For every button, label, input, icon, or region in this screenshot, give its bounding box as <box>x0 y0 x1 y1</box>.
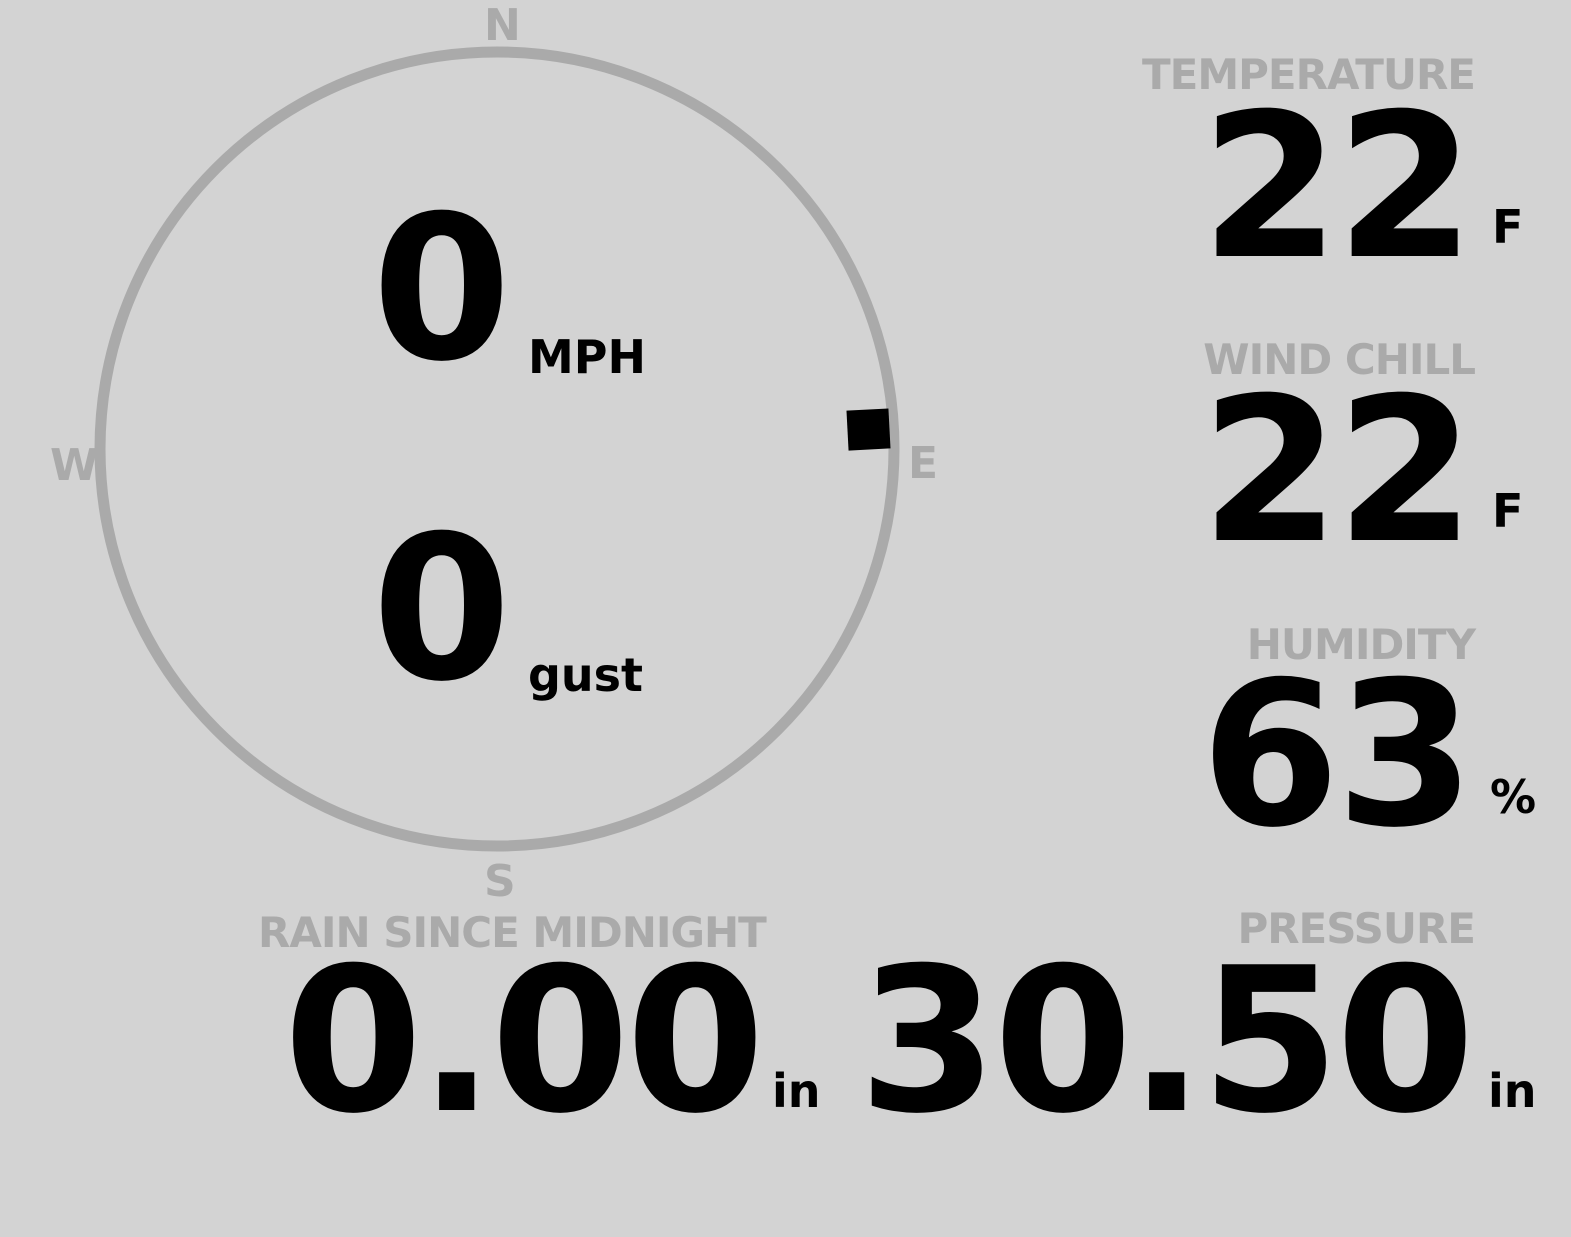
wind-chill-value: 22 <box>1200 355 1475 588</box>
wind-speed-value: 0 <box>372 173 511 406</box>
rain-unit: in <box>772 1064 821 1118</box>
humidity-label: HUMIDITY <box>1246 620 1476 669</box>
humidity-unit: % <box>1490 770 1537 824</box>
pressure-value: 30.50 <box>858 925 1475 1158</box>
compass-ring <box>94 46 900 852</box>
compass-east-label: E <box>908 438 939 489</box>
rain-label: RAIN SINCE MIDNIGHT <box>258 908 767 957</box>
compass-dial <box>94 46 900 852</box>
humidity-value: 63 <box>1200 639 1475 872</box>
temperature-label: TEMPERATURE <box>1142 50 1476 99</box>
gust-value: 0 <box>372 493 511 726</box>
gust-label: gust <box>528 648 644 702</box>
wind-chill-unit: F <box>1492 484 1524 538</box>
compass-north-label: N <box>484 0 521 51</box>
compass-south-label: S <box>484 856 516 907</box>
pressure-label: PRESSURE <box>1237 904 1476 953</box>
wind-speed-unit: MPH <box>528 330 646 384</box>
temperature-value: 22 <box>1200 71 1475 304</box>
temperature-unit: F <box>1492 200 1524 254</box>
compass-west-label: W <box>50 440 99 491</box>
pressure-unit: in <box>1488 1064 1537 1118</box>
wind-chill-label: WIND CHILL <box>1203 335 1476 384</box>
wind-direction-marker <box>846 408 891 451</box>
rain-value: 0.00 <box>283 925 765 1158</box>
